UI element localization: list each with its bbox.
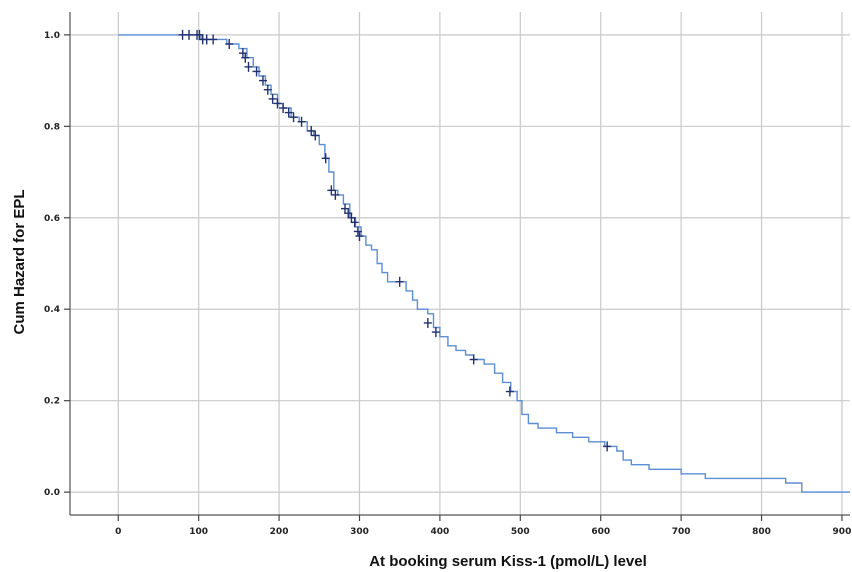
x-tick-label: 400 [430, 527, 449, 537]
censor-mark [395, 276, 404, 287]
censor-mark [307, 125, 316, 136]
censor-mark [353, 226, 362, 237]
y-axis-title: Cum Hazard for EPL [11, 189, 28, 334]
y-ticks: 0.0 0.2 0.4 0.6 0.8 1.0 [44, 31, 70, 498]
axes [69, 12, 850, 516]
x-ticks: 0 100 200 300 400 500 600 700 800 900 [115, 515, 851, 537]
x-tick-label: 0 [115, 527, 121, 537]
censor-mark [505, 386, 514, 397]
censor-mark [268, 93, 277, 104]
censor-mark [279, 103, 288, 114]
x-tick-label: 300 [350, 527, 369, 537]
cum-hazard-line [118, 34, 850, 493]
x-tick-label: 100 [189, 527, 208, 537]
censor-mark [431, 327, 440, 338]
censor-mark [241, 52, 250, 63]
x-tick-label: 800 [752, 527, 771, 537]
censor-mark [244, 61, 253, 72]
censor-mark [263, 84, 272, 95]
x-tick-label: 600 [591, 527, 610, 537]
censor-marks [178, 29, 612, 452]
censor-mark [185, 29, 194, 40]
y-tick-label: 0.8 [44, 122, 60, 132]
censor-mark [297, 116, 306, 127]
y-tick-label: 0.6 [44, 214, 60, 224]
censor-mark [273, 98, 282, 109]
x-tick-label: 700 [672, 527, 691, 537]
censor-mark [284, 107, 293, 118]
censor-mark [331, 189, 340, 200]
censor-mark [252, 66, 261, 77]
censor-mark [469, 354, 478, 365]
y-tick-label: 0.0 [44, 488, 60, 498]
censor-mark [355, 231, 364, 242]
x-axis-title: At booking serum Kiss-1 (pmol/L) level [369, 553, 647, 570]
censor-mark [225, 39, 234, 50]
y-tick-label: 0.2 [44, 397, 60, 407]
censor-mark [321, 153, 330, 164]
censor-mark [350, 217, 359, 228]
censor-mark [311, 130, 320, 141]
censor-mark [603, 441, 612, 452]
censor-mark [289, 112, 298, 123]
series-group [118, 34, 850, 493]
x-tick-label: 900 [833, 527, 852, 537]
censor-mark [423, 317, 432, 328]
x-tick-label: 200 [270, 527, 289, 537]
censor-mark [209, 34, 218, 45]
y-tick-label: 1.0 [44, 31, 60, 41]
y-tick-label: 0.4 [44, 305, 60, 315]
gridlines [70, 12, 850, 515]
censor-mark [258, 75, 267, 86]
x-tick-label: 500 [511, 527, 530, 537]
censor-mark [327, 185, 336, 196]
